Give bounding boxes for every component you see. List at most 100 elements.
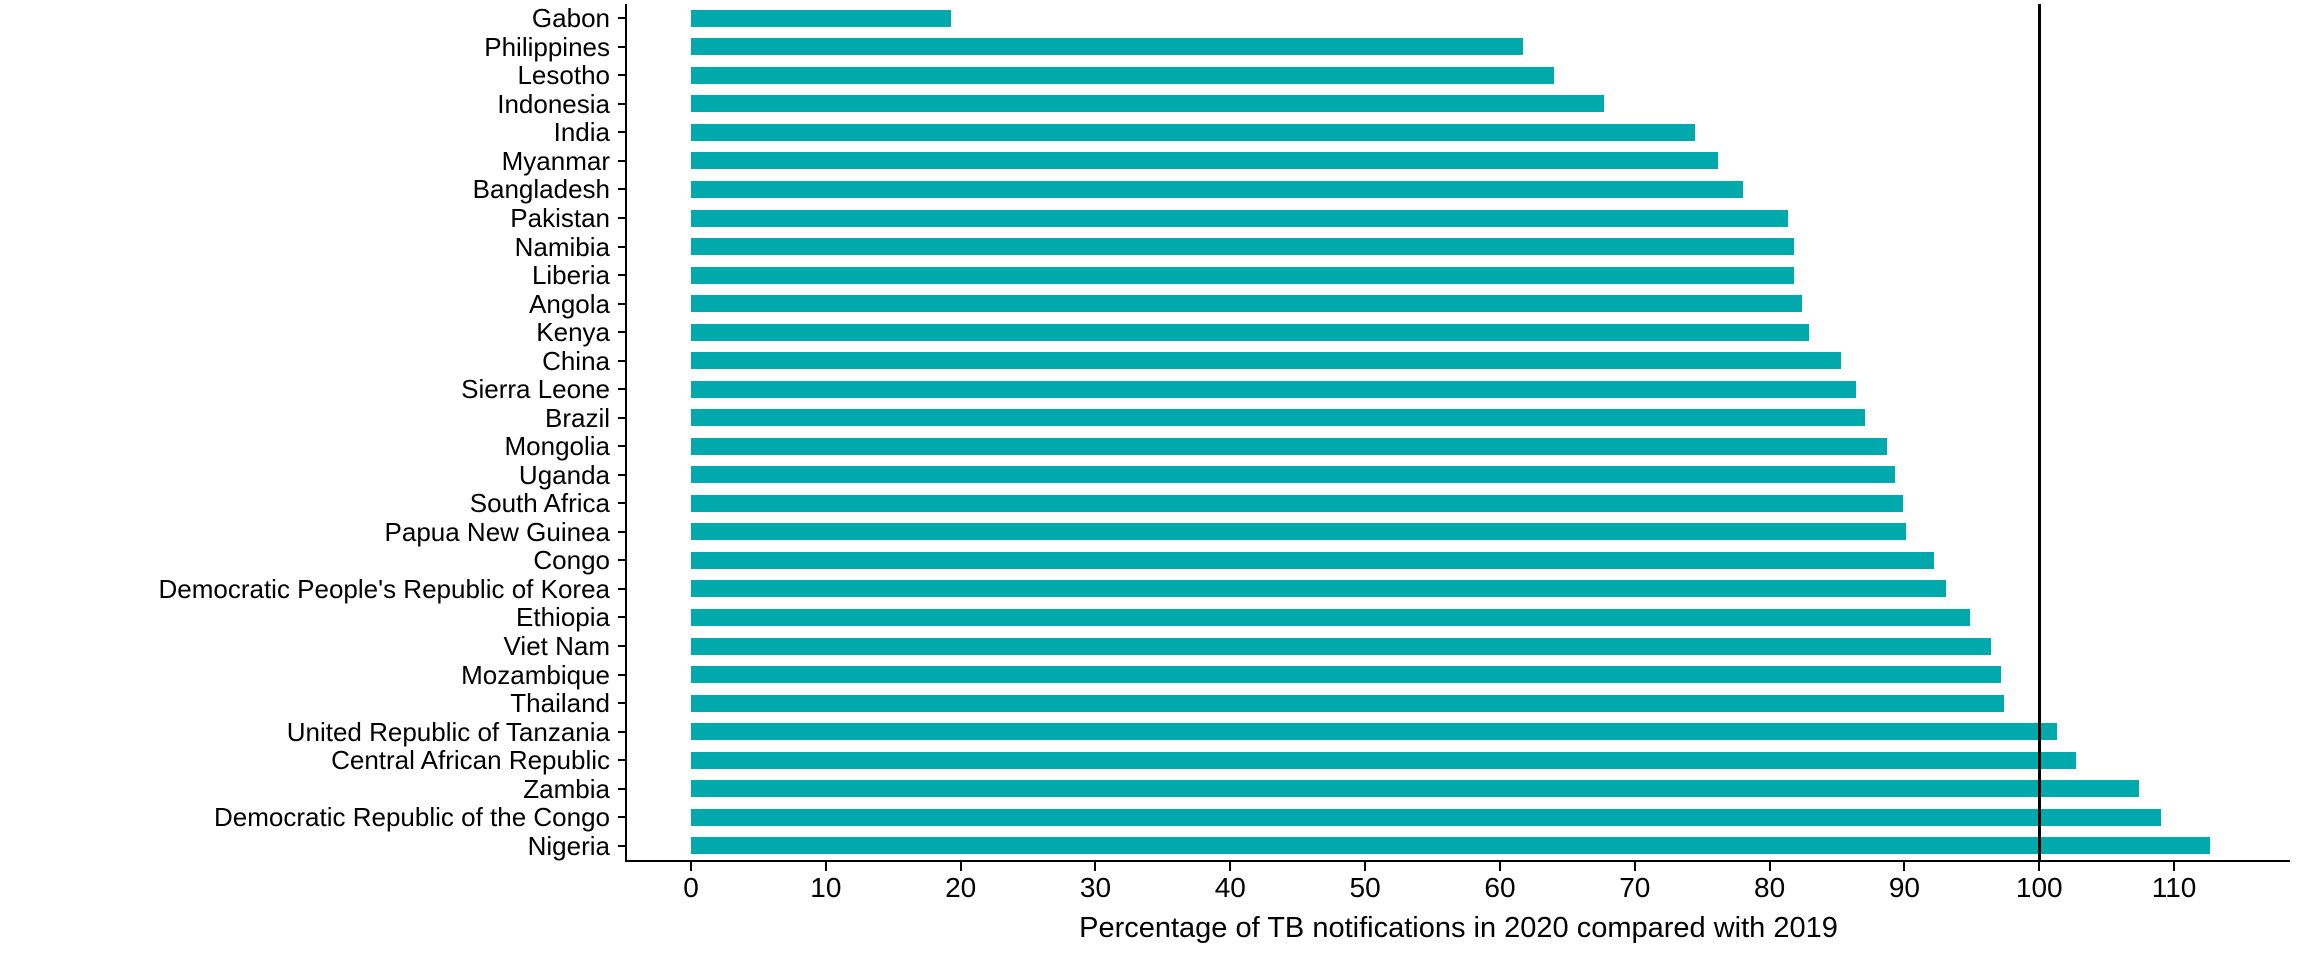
category-label: Myanmar xyxy=(501,145,610,176)
x-tick-label: 100 xyxy=(2015,872,2063,903)
y-tick-mark xyxy=(618,673,626,676)
x-tick-mark xyxy=(690,862,693,871)
bar-democratic-people-s-republic-of-korea xyxy=(691,580,1947,598)
y-tick-mark xyxy=(618,702,626,705)
reference-line-100 xyxy=(2037,4,2041,860)
y-tick-mark xyxy=(618,844,626,847)
category-label: China xyxy=(542,345,610,376)
category-label: Papua New Guinea xyxy=(384,516,610,547)
category-label: Angola xyxy=(529,288,610,319)
category-label: Uganda xyxy=(518,459,610,490)
category-label: Central African Republic xyxy=(331,745,610,776)
y-tick-mark xyxy=(618,388,626,391)
bar-nigeria xyxy=(691,837,2211,855)
x-tick-label: 60 xyxy=(1484,872,1516,903)
bar-kenya xyxy=(691,323,1809,341)
y-axis-line xyxy=(625,4,627,862)
y-tick-mark xyxy=(618,530,626,533)
category-label: Democratic Republic of the Congo xyxy=(214,802,610,833)
y-tick-mark xyxy=(618,359,626,362)
bar-angola xyxy=(691,295,1802,313)
category-label: Gabon xyxy=(531,3,610,34)
bar-mongolia xyxy=(691,437,1887,455)
y-tick-mark xyxy=(618,245,626,248)
category-label: Viet Nam xyxy=(503,631,610,661)
x-tick-label: 20 xyxy=(945,872,977,903)
y-tick-mark xyxy=(618,445,626,448)
bar-thailand xyxy=(691,694,2005,712)
x-tick-label: 80 xyxy=(1754,872,1786,903)
y-tick-mark xyxy=(618,331,626,334)
y-tick-mark xyxy=(618,559,626,562)
x-tick-label: 90 xyxy=(1888,872,1920,903)
bar-namibia xyxy=(691,238,1794,256)
bar-uganda xyxy=(691,466,1895,484)
y-tick-mark xyxy=(618,74,626,77)
x-axis-line xyxy=(625,860,2290,862)
y-tick-mark xyxy=(618,816,626,819)
category-label: Liberia xyxy=(531,260,610,291)
y-tick-mark xyxy=(618,159,626,162)
bar-south-africa xyxy=(691,494,1904,512)
bar-myanmar xyxy=(691,152,1719,170)
x-tick-mark xyxy=(1364,862,1367,871)
x-tick-mark xyxy=(1094,862,1097,871)
category-label: Indonesia xyxy=(497,88,610,119)
y-tick-mark xyxy=(618,787,626,790)
y-tick-mark xyxy=(618,587,626,590)
bar-china xyxy=(691,352,1842,370)
x-tick-mark xyxy=(824,862,827,871)
bar-democratic-republic-of-the-congo xyxy=(691,808,2161,826)
bar-lesotho xyxy=(691,66,1554,84)
category-label: Lesotho xyxy=(517,60,610,91)
category-label: United Republic of Tanzania xyxy=(286,716,610,747)
x-tick-mark xyxy=(1229,862,1232,871)
bar-mozambique xyxy=(691,666,2002,684)
bar-liberia xyxy=(691,266,1794,284)
category-label: Democratic People's Republic of Korea xyxy=(158,573,610,604)
bar-ethiopia xyxy=(691,608,1971,626)
category-label: Sierra Leone xyxy=(461,374,610,405)
y-tick-mark xyxy=(618,616,626,619)
bar-bangladesh xyxy=(691,180,1743,198)
category-label: Philippines xyxy=(484,31,610,62)
category-label: South Africa xyxy=(469,488,610,519)
category-label: Brazil xyxy=(544,402,610,433)
y-tick-mark xyxy=(618,131,626,134)
category-label: Nigeria xyxy=(527,830,610,861)
y-tick-mark xyxy=(618,645,626,647)
x-tick-label: 0 xyxy=(683,872,699,903)
bar-congo xyxy=(691,551,1935,569)
y-tick-mark xyxy=(618,45,626,48)
y-tick-mark xyxy=(618,416,626,419)
x-tick-mark xyxy=(1633,862,1636,871)
x-tick-label: 30 xyxy=(1079,872,1112,903)
category-label: Namibia xyxy=(514,231,610,262)
x-tick-mark xyxy=(2038,862,2041,871)
y-tick-mark xyxy=(618,730,626,733)
x-tick-label: 50 xyxy=(1349,872,1381,903)
bar-papua-new-guinea xyxy=(691,523,1906,541)
y-tick-mark xyxy=(618,502,626,505)
category-label: Ethiopia xyxy=(516,602,610,633)
bar-philippines xyxy=(691,38,1523,56)
x-tick-label: 40 xyxy=(1214,872,1246,903)
x-tick-label: 110 xyxy=(2151,872,2197,903)
bar-brazil xyxy=(691,409,1866,427)
x-tick-mark xyxy=(1768,862,1771,871)
bar-zambia xyxy=(691,780,2139,798)
y-tick-mark xyxy=(618,302,626,305)
y-tick-mark xyxy=(618,759,626,762)
category-label: Bangladesh xyxy=(472,174,610,205)
x-tick-mark xyxy=(2173,862,2176,871)
y-tick-mark xyxy=(618,274,626,277)
x-tick-mark xyxy=(959,862,962,871)
y-tick-mark xyxy=(618,217,626,219)
bar-central-african-republic xyxy=(691,751,2076,769)
y-tick-mark xyxy=(618,473,626,476)
plot-panel xyxy=(627,4,2290,860)
x-tick-label: 10 xyxy=(810,872,842,903)
category-label: Mongolia xyxy=(504,431,610,462)
category-label: Thailand xyxy=(510,688,610,719)
